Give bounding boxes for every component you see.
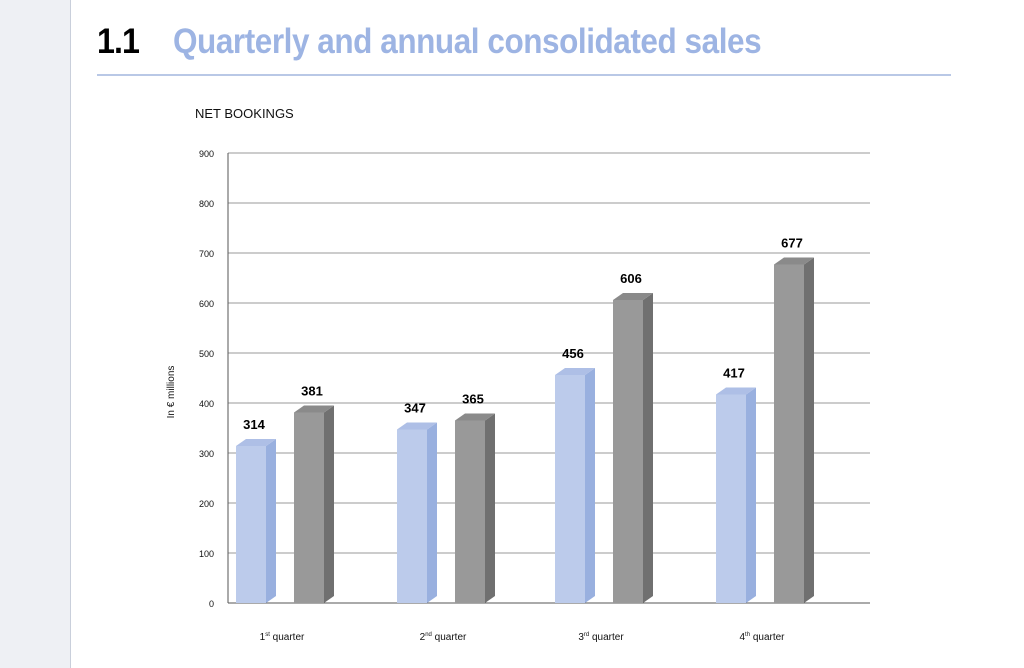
y-tick-label: 700 — [199, 249, 214, 259]
section-number: 1.1 — [97, 22, 140, 61]
bar-top — [774, 257, 814, 265]
bar-value-label: 456 — [562, 346, 584, 361]
y-tick-label: 900 — [199, 149, 214, 159]
bar-side — [804, 257, 814, 603]
bar-side — [746, 387, 756, 603]
bar-value-label: 347 — [404, 401, 426, 416]
bar-value-label: 314 — [243, 417, 265, 432]
bar-value-label: 417 — [723, 366, 745, 381]
bar-side — [427, 422, 437, 603]
bar-top — [555, 368, 595, 375]
bar — [455, 420, 485, 603]
bar-top — [397, 422, 437, 430]
bar — [716, 394, 746, 603]
y-tick-label: 500 — [199, 349, 214, 359]
y-tick-label: 600 — [199, 299, 214, 309]
x-tick-label: 2nd quarter — [420, 632, 467, 643]
bar-top — [294, 405, 334, 413]
y-tick-label: 400 — [199, 399, 214, 409]
chart-title: NET BOOKINGS — [195, 106, 294, 121]
x-tick-label: 1st quarter — [260, 632, 305, 643]
bar-side — [485, 413, 495, 603]
x-tick-label: 4th quarter — [739, 632, 785, 643]
x-tick-label: 3rd quarter — [578, 632, 624, 643]
y-tick-label: 200 — [199, 499, 214, 509]
bar-top — [236, 439, 276, 446]
bar-value-label: 677 — [781, 236, 803, 251]
y-tick-label: 800 — [199, 199, 214, 209]
bar-value-label: 365 — [462, 392, 484, 407]
bar-top — [455, 413, 495, 421]
bar-top — [613, 293, 653, 300]
bar — [294, 412, 324, 603]
bar — [236, 446, 266, 603]
bar-side — [324, 405, 334, 603]
y-tick-label: 300 — [199, 449, 214, 459]
bar-value-label: 606 — [620, 271, 642, 286]
bar — [397, 429, 427, 603]
y-axis-label: In € millions — [166, 366, 177, 419]
section-heading: 1.1 Quarterly and annual consolidated sa… — [97, 22, 762, 72]
bar-value-label: 381 — [301, 384, 323, 399]
y-tick-label: 0 — [209, 599, 214, 609]
section-title: Quarterly and annual consolidated sales — [173, 22, 762, 61]
heading-rule — [97, 74, 951, 76]
bar-side — [585, 368, 595, 603]
report-page: 1.1 Quarterly and annual consolidated sa… — [70, 0, 1024, 668]
bar — [774, 264, 804, 603]
bar-top — [716, 387, 756, 395]
bar — [613, 300, 643, 603]
bar-side — [643, 293, 653, 603]
y-tick-label: 100 — [199, 549, 214, 559]
bar — [555, 375, 585, 603]
bar-side — [266, 439, 276, 603]
